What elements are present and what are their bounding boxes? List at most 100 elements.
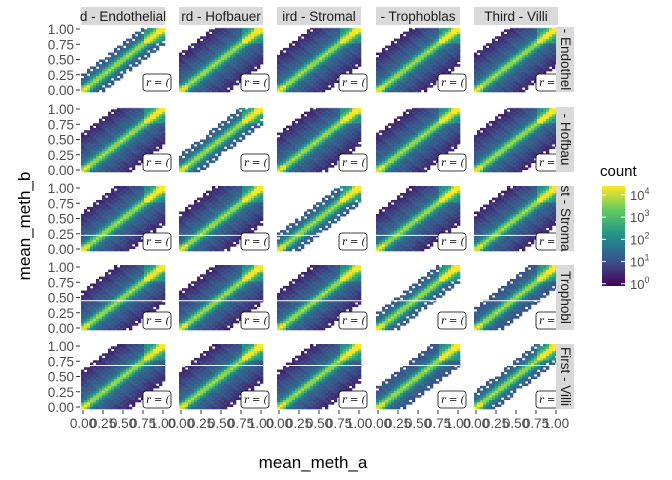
heatmap-cell — [230, 127, 234, 131]
heatmap-cell — [105, 141, 109, 145]
heatmap-cell — [120, 141, 124, 145]
heatmap-cell — [516, 36, 520, 39]
heatmap-cell — [153, 107, 157, 110]
heatmap-cell — [203, 87, 207, 90]
heatmap-cell — [224, 130, 228, 133]
heatmap-cell — [117, 158, 121, 161]
heatmap-cell — [245, 59, 249, 63]
heatmap-cell — [400, 73, 404, 77]
heatmap-cell — [310, 33, 314, 37]
heatmap-cell — [283, 82, 287, 86]
heatmap-cell — [108, 144, 112, 147]
heatmap-cell — [141, 146, 145, 150]
facet-panel: r = ( — [474, 27, 565, 93]
heatmap-cell — [522, 68, 526, 72]
heatmap-cell — [260, 50, 264, 53]
heatmap-cell — [209, 82, 213, 86]
heatmap-cell — [144, 151, 148, 154]
heatmap-cell — [215, 57, 219, 60]
heatmap-cell — [358, 113, 362, 117]
heatmap-cell — [480, 68, 484, 72]
heatmap-cell — [301, 123, 305, 126]
heatmap-cell — [304, 75, 308, 79]
heatmap-cell — [185, 68, 189, 72]
heatmap-cell — [126, 57, 130, 60]
heatmap-cell — [510, 47, 514, 51]
heatmap-cell — [421, 120, 425, 124]
heatmap-cell — [221, 144, 225, 147]
heatmap-cell — [424, 82, 428, 86]
heatmap-cell — [504, 43, 508, 46]
heatmap-cell — [194, 68, 198, 72]
heatmap-cell — [215, 78, 219, 81]
heatmap-cell — [117, 146, 121, 150]
heatmap-cell — [430, 68, 434, 72]
heatmap-cell — [218, 141, 222, 145]
heatmap-cell — [233, 52, 237, 56]
heatmap-cell — [239, 118, 243, 122]
heatmap-cell — [254, 50, 258, 53]
heatmap-cell — [510, 57, 514, 60]
heatmap-cell — [162, 139, 166, 143]
heatmap-cell — [105, 82, 109, 86]
heatmap-cell — [385, 61, 389, 65]
heatmap-cell — [385, 146, 389, 150]
heatmap-cell — [352, 111, 356, 115]
heatmap-cell — [334, 132, 338, 136]
heatmap-cell — [492, 66, 496, 70]
heatmap-cell — [221, 132, 225, 136]
heatmap-cell — [87, 78, 91, 81]
heatmap-cell — [188, 87, 192, 90]
heatmap-cell — [277, 64, 281, 67]
heatmap-cell — [156, 127, 160, 131]
heatmap-cell — [292, 155, 296, 159]
heatmap-cell — [289, 71, 293, 74]
heatmap-cell — [406, 43, 410, 46]
heatmap-cell — [430, 36, 434, 39]
heatmap-cell — [194, 54, 198, 58]
heatmap-cell — [418, 71, 422, 74]
heatmap-cell — [349, 132, 353, 136]
heatmap-cell — [516, 57, 520, 60]
heatmap-cell — [391, 57, 395, 60]
heatmap-cell — [313, 36, 317, 39]
heatmap-cell — [549, 45, 553, 49]
heatmap-cell — [102, 80, 106, 84]
heatmap-cell — [313, 155, 317, 159]
heatmap-cell — [430, 139, 434, 143]
heatmap-cell — [280, 66, 284, 70]
heatmap-cell — [289, 162, 293, 166]
heatmap-cell — [292, 167, 296, 170]
heatmap-cell — [221, 146, 225, 150]
heatmap-cell — [358, 40, 362, 44]
heatmap-cell — [111, 118, 115, 122]
heatmap-cell — [427, 151, 431, 154]
heatmap-cell — [427, 125, 431, 129]
heatmap-cell — [445, 66, 449, 70]
heatmap-cell — [239, 43, 243, 46]
heatmap-cell — [340, 141, 344, 145]
heatmap-cell — [424, 40, 428, 44]
heatmap-cell — [522, 33, 526, 37]
heatmap-cell — [394, 50, 398, 53]
heatmap-cell — [81, 132, 85, 136]
heatmap-cell — [221, 127, 225, 131]
heatmap-cell — [218, 47, 222, 51]
heatmap-cell — [132, 33, 136, 37]
heatmap-cell — [400, 165, 404, 168]
heatmap-cell — [221, 31, 225, 35]
heatmap-cell — [289, 82, 293, 86]
heatmap-cell — [135, 113, 139, 117]
heatmap-cell — [358, 43, 362, 46]
heatmap-cell — [498, 45, 502, 49]
heatmap-cell — [436, 134, 440, 138]
heatmap-cell — [400, 52, 404, 56]
heatmap-cell — [543, 36, 547, 39]
heatmap-cell — [313, 27, 317, 30]
heatmap-cell — [206, 57, 210, 60]
heatmap-cell — [406, 137, 410, 140]
heatmap-cell — [343, 33, 347, 37]
heatmap-cell — [138, 61, 142, 65]
heatmap-cell — [322, 61, 326, 65]
heatmap-cell — [117, 61, 121, 65]
